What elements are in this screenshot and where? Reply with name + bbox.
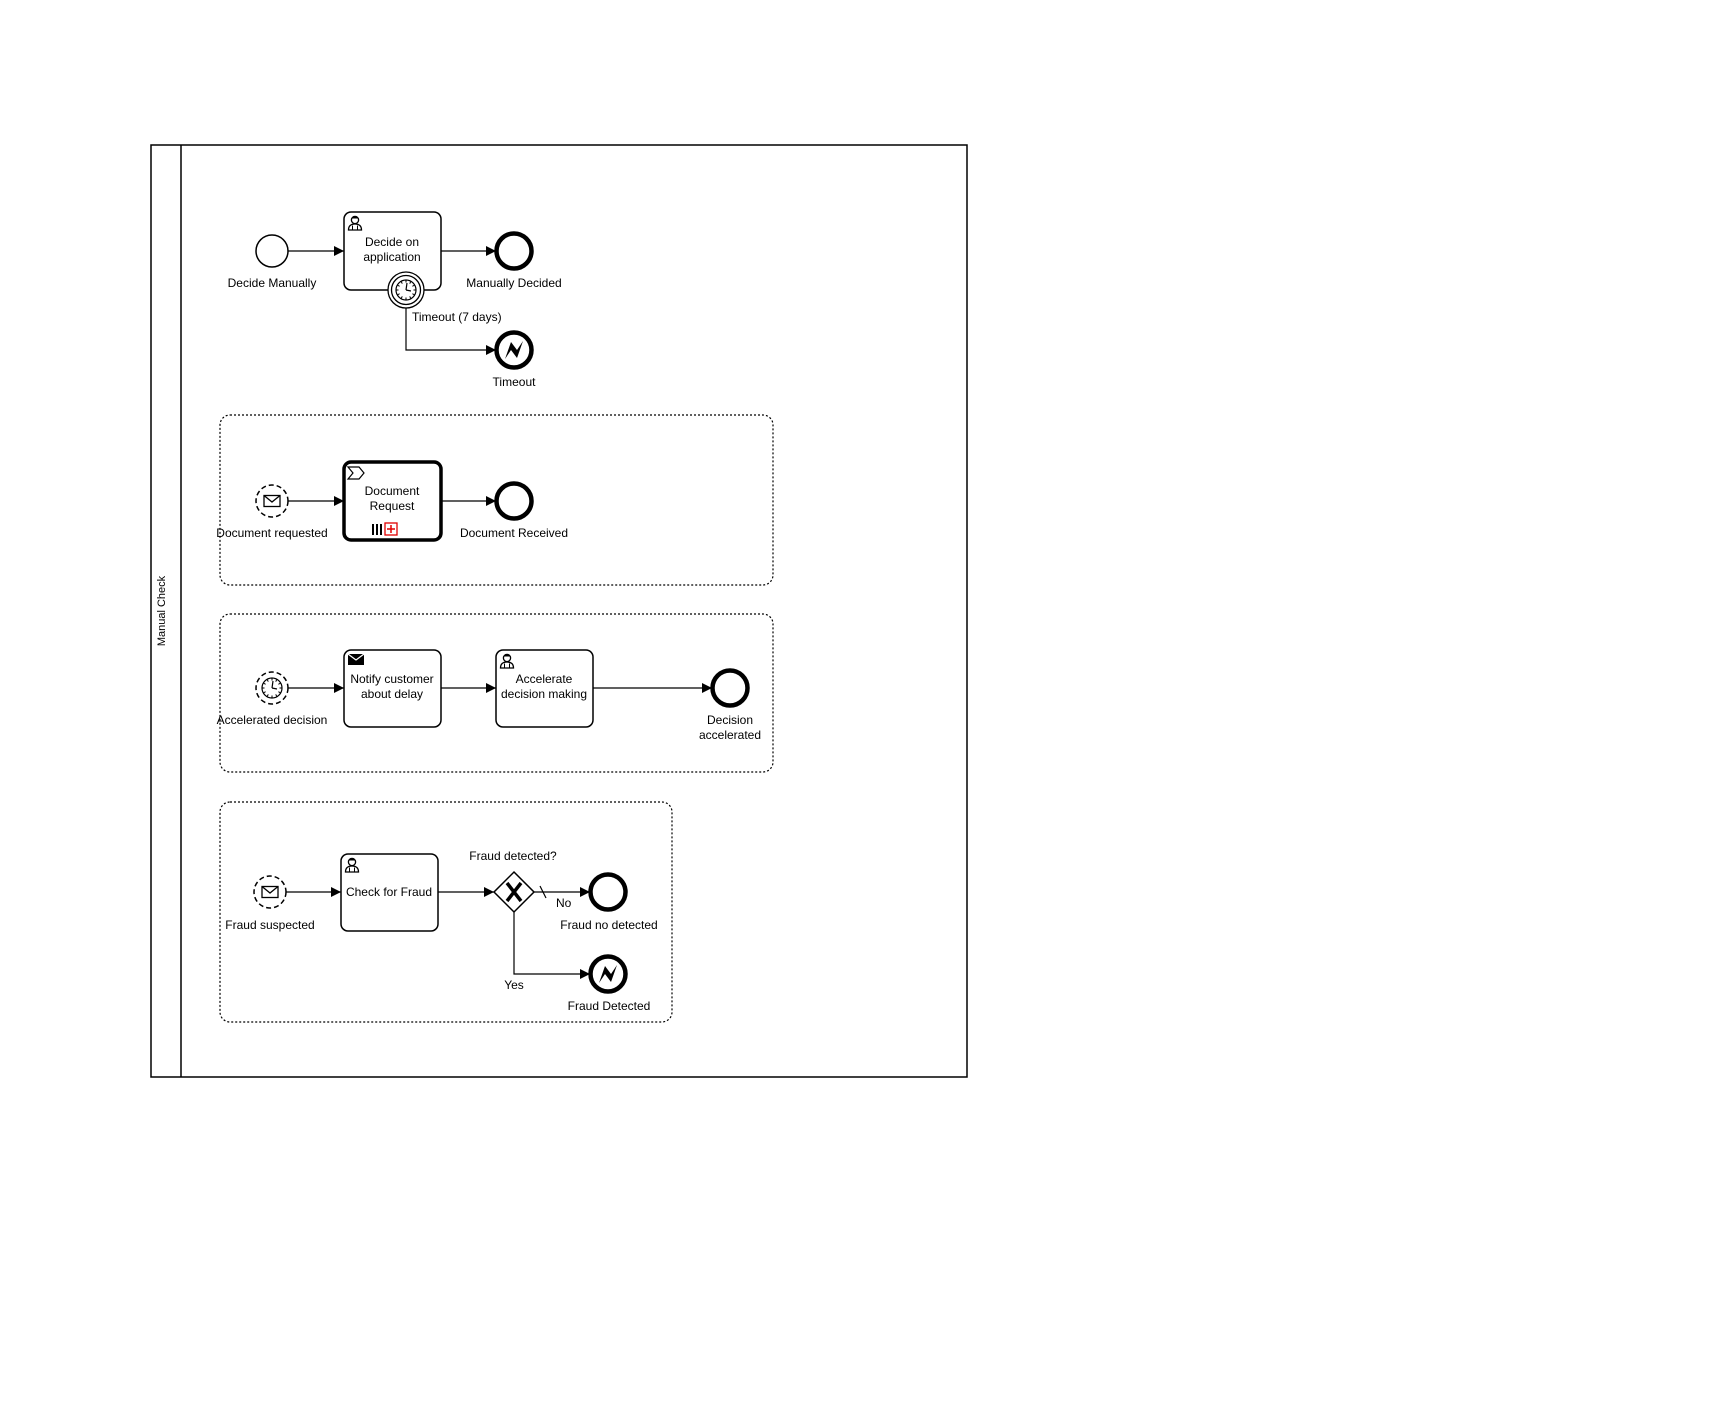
start-event-decide-manually[interactable]	[255, 234, 289, 268]
error-end-event-label: Fraud Detected	[568, 999, 651, 1013]
task-label-line-2: decision making	[501, 687, 587, 701]
pool-label: Manual Check	[156, 575, 168, 646]
envelope-icon	[261, 885, 279, 899]
flow-label-no: No	[556, 896, 572, 910]
end-event-label: Manually Decided	[466, 276, 561, 290]
start-event-label: Decide Manually	[228, 276, 317, 290]
event-subprocess-accelerated[interactable]	[219, 613, 774, 773]
chevron-right-icon	[346, 466, 365, 480]
user-task-decide-on-application[interactable]: Decide on application	[343, 211, 442, 291]
start-event-label: Accelerated decision	[217, 713, 328, 727]
end-event-label-line-1: Decision	[707, 713, 753, 727]
exclusive-gateway-fraud-detected[interactable]	[492, 870, 536, 914]
task-label-line-2: Request	[370, 499, 415, 513]
event-subprocess-document[interactable]	[219, 414, 774, 586]
x-marker-icon	[505, 881, 523, 903]
event-subprocess-fraud[interactable]	[219, 801, 673, 1023]
sequence-flow[interactable]	[405, 308, 496, 355]
envelope-icon	[263, 494, 281, 508]
task-label-line-1: Document	[365, 484, 420, 498]
task-label-line-2: about delay	[361, 687, 423, 701]
flow-label-yes: Yes	[504, 978, 524, 992]
end-event-decision-accelerated[interactable]	[710, 668, 750, 708]
message-start-event-fraud-suspected[interactable]	[253, 875, 287, 909]
end-event-label: Fraud no detected	[560, 918, 657, 932]
sequence-flow-yes[interactable]	[513, 912, 590, 979]
call-activity-document-request[interactable]: Document Request	[342, 460, 443, 542]
end-event-document-received[interactable]	[494, 481, 534, 521]
send-task-notify-customer[interactable]: Notify customer about delay	[343, 649, 442, 728]
message-start-event-document-requested[interactable]	[255, 484, 289, 518]
task-label-line-1: Decide on	[365, 235, 419, 249]
end-event-label: Document Received	[460, 526, 568, 540]
default-flow-marker	[539, 885, 547, 899]
start-event-label: Document requested	[216, 526, 327, 540]
pool-manual-check[interactable]	[150, 144, 968, 1078]
user-task-accelerate-decision[interactable]: Accelerate decision making	[495, 649, 594, 728]
expand-plus-icon[interactable]	[384, 522, 398, 536]
user-task-check-for-fraud[interactable]: Check for Fraud	[340, 853, 439, 932]
error-end-event-label: Timeout	[493, 375, 537, 389]
task-label-line-1: Notify customer	[350, 672, 433, 686]
start-event-label: Fraud suspected	[225, 918, 314, 932]
error-end-event-timeout[interactable]	[494, 330, 534, 370]
boundary-event-label: Timeout (7 days)	[412, 310, 502, 324]
clock-icon	[395, 279, 417, 301]
envelope-filled-icon	[347, 653, 365, 665]
end-event-fraud-no-detected[interactable]	[588, 872, 628, 912]
boundary-timer-event[interactable]	[387, 271, 425, 309]
task-label-line-2: application	[363, 250, 420, 264]
task-label-line-1: Accelerate	[516, 672, 573, 686]
clock-icon	[261, 677, 283, 699]
error-end-event-fraud-detected[interactable]	[588, 954, 628, 994]
end-event-manually-decided[interactable]	[494, 231, 534, 271]
gateway-label: Fraud detected?	[469, 849, 557, 863]
task-label: Check for Fraud	[346, 885, 432, 899]
timer-start-event-accelerated-decision[interactable]	[255, 671, 289, 705]
parallel-multi-instance-icon	[372, 524, 382, 535]
end-event-label-line-2: accelerated	[699, 728, 761, 742]
